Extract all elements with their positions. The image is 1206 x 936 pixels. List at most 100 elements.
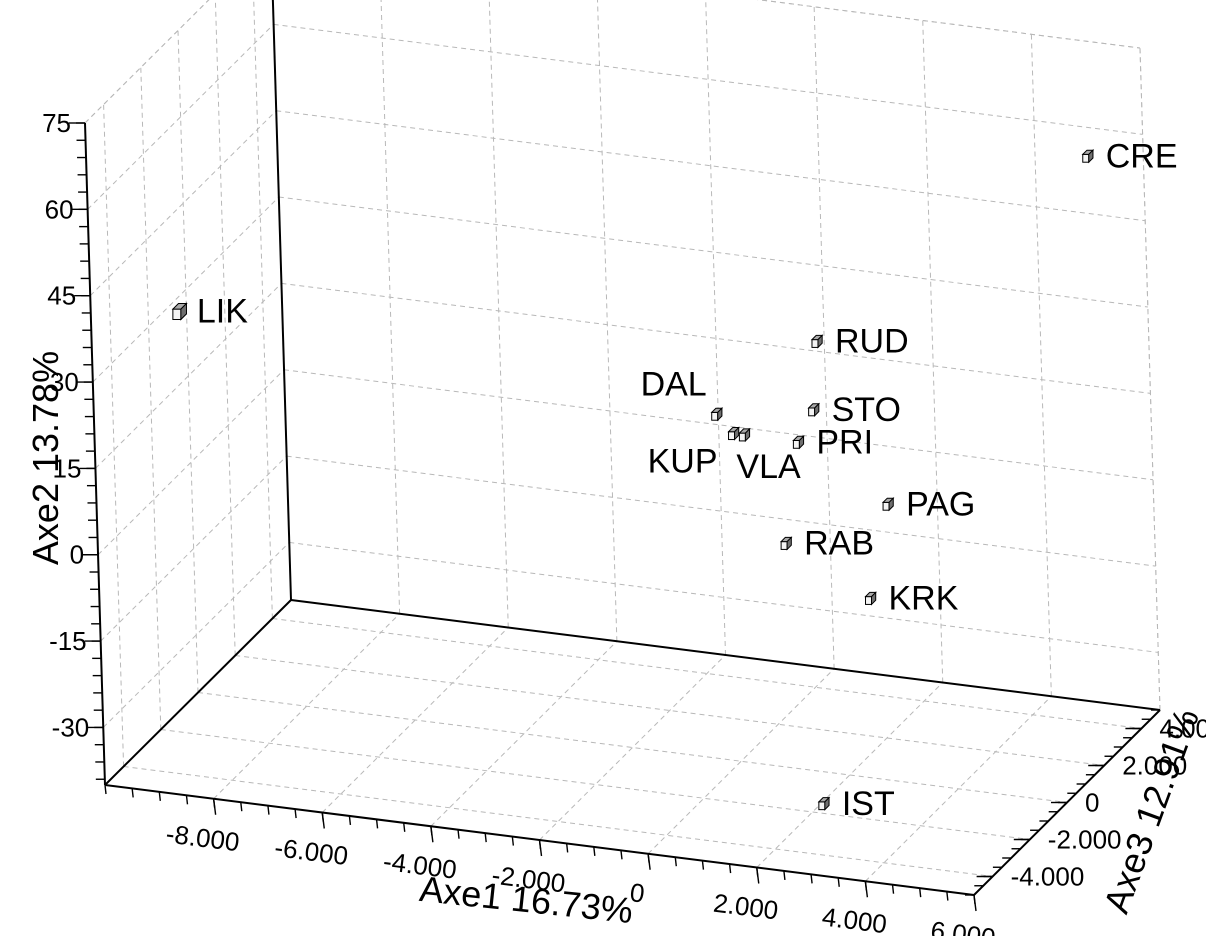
x-minor-tick <box>158 791 162 801</box>
data-point-pag: PAG <box>881 485 975 523</box>
x-minor-tick <box>457 829 460 839</box>
grid-line <box>84 0 210 124</box>
y-axis-line <box>84 122 106 786</box>
x-minor-tick <box>348 815 352 826</box>
grid-line <box>235 655 1105 766</box>
x-minor-tick <box>918 888 922 898</box>
cube-side-face <box>180 302 187 321</box>
data-point-vla: VLA <box>736 427 801 486</box>
cube-side-face <box>871 591 877 606</box>
data-point-dal: DAL <box>641 365 724 422</box>
y-tick-label: 0 <box>70 540 84 570</box>
data-point-pri: PRI <box>792 423 873 461</box>
grid-line <box>756 0 1141 49</box>
grid-line <box>813 6 835 669</box>
frame-edge <box>290 599 1161 711</box>
x-minor-tick <box>403 822 406 832</box>
cube-front-face <box>738 432 746 442</box>
y-tick-label: 15 <box>53 453 82 483</box>
grid-line <box>84 0 210 124</box>
z-axis-label: Axe3 12.91% <box>1095 703 1206 918</box>
grid-line <box>1139 47 1161 711</box>
y-axis-label: Axe2 13.78% <box>25 351 66 565</box>
cube-side-face <box>734 426 740 441</box>
x-minor-tick <box>185 795 189 805</box>
axis-ticks: -8.000 -6.000 -4.000 -2.000 0 2.000 4.000 6.000… <box>42 108 1206 936</box>
grid-line <box>278 196 1148 308</box>
cube-side-face <box>744 427 751 443</box>
point-label: RUD <box>835 323 909 361</box>
point-label: LIK <box>197 292 248 330</box>
z-tick-label: 0 <box>1085 788 1099 818</box>
point-label: VLA <box>736 448 801 486</box>
x-minor-tick <box>701 860 705 870</box>
grid-line <box>214 0 236 656</box>
x-minor-tick <box>810 874 813 884</box>
grid-line <box>87 23 274 210</box>
cube-front-face <box>818 801 826 811</box>
point-label: DAL <box>641 365 707 403</box>
grid-line <box>273 23 1143 135</box>
x-major-tick <box>647 853 651 870</box>
z-tick-label: -4.000 <box>1011 862 1085 892</box>
cube-front-face <box>728 431 736 441</box>
x-minor-tick <box>891 884 895 894</box>
y-tick-label: 75 <box>42 108 71 138</box>
point-label: IST <box>842 785 895 823</box>
cube-side-face <box>814 402 820 418</box>
z-tick-label: -2.000 <box>1048 825 1122 855</box>
data-point-cre: CRE <box>1081 137 1178 175</box>
cube-side-face <box>817 334 823 349</box>
x-minor-tick <box>131 788 134 798</box>
cube-side-face <box>717 407 723 422</box>
grid-lines <box>84 0 1161 896</box>
grid-line <box>103 104 125 767</box>
grid-line <box>289 541 1159 653</box>
grid-line <box>123 766 993 877</box>
data-point-lik: LIK <box>171 292 248 330</box>
x-minor-tick <box>511 836 515 846</box>
cube-side-face <box>798 435 805 450</box>
x-minor-tick <box>674 857 677 867</box>
grid-line <box>321 627 509 813</box>
grid-line <box>253 0 273 619</box>
x-minor-tick <box>484 833 487 843</box>
cube-front-face <box>808 407 816 417</box>
grid-line <box>197 692 1068 803</box>
grid-line <box>380 0 401 614</box>
cube-side-face <box>824 796 830 811</box>
x-tick-label: 6.000 <box>929 915 997 936</box>
cube-front-face <box>711 411 719 421</box>
x-major-tick <box>430 826 434 843</box>
point-label: STO <box>832 391 901 429</box>
x-minor-tick <box>837 877 840 887</box>
data-point-sto: STO <box>807 391 901 429</box>
x-minor-tick <box>565 843 569 853</box>
point-label: KUP <box>648 443 718 481</box>
z-tick-label: 2.000 <box>1122 751 1187 781</box>
grid-line <box>647 668 835 855</box>
z-tick-label: 4.000 <box>1159 714 1206 744</box>
data-point-ist: IST <box>817 785 895 823</box>
frame-edge <box>104 599 292 786</box>
grid-line <box>705 0 726 656</box>
cube-front-face <box>1082 153 1090 163</box>
grid-line <box>286 455 1156 567</box>
x-tick-label: 0 <box>628 877 646 909</box>
x-major-tick <box>538 839 543 857</box>
x-major-tick <box>864 881 869 898</box>
y-tick-label: 60 <box>45 194 74 224</box>
x-major-tick <box>321 812 325 829</box>
x-minor-tick <box>946 891 949 901</box>
data-point-rud: RUD <box>810 323 909 361</box>
data-point-kup: KUP <box>648 426 740 481</box>
grid-line <box>100 455 288 642</box>
x-minor-tick <box>620 850 623 860</box>
x-minor-tick <box>267 805 270 815</box>
x-minor-tick <box>294 808 297 819</box>
cube-front-face <box>865 596 873 605</box>
x-minor-tick <box>783 870 786 881</box>
x-minor-tick <box>728 863 732 874</box>
y-tick-label: 45 <box>47 281 76 311</box>
